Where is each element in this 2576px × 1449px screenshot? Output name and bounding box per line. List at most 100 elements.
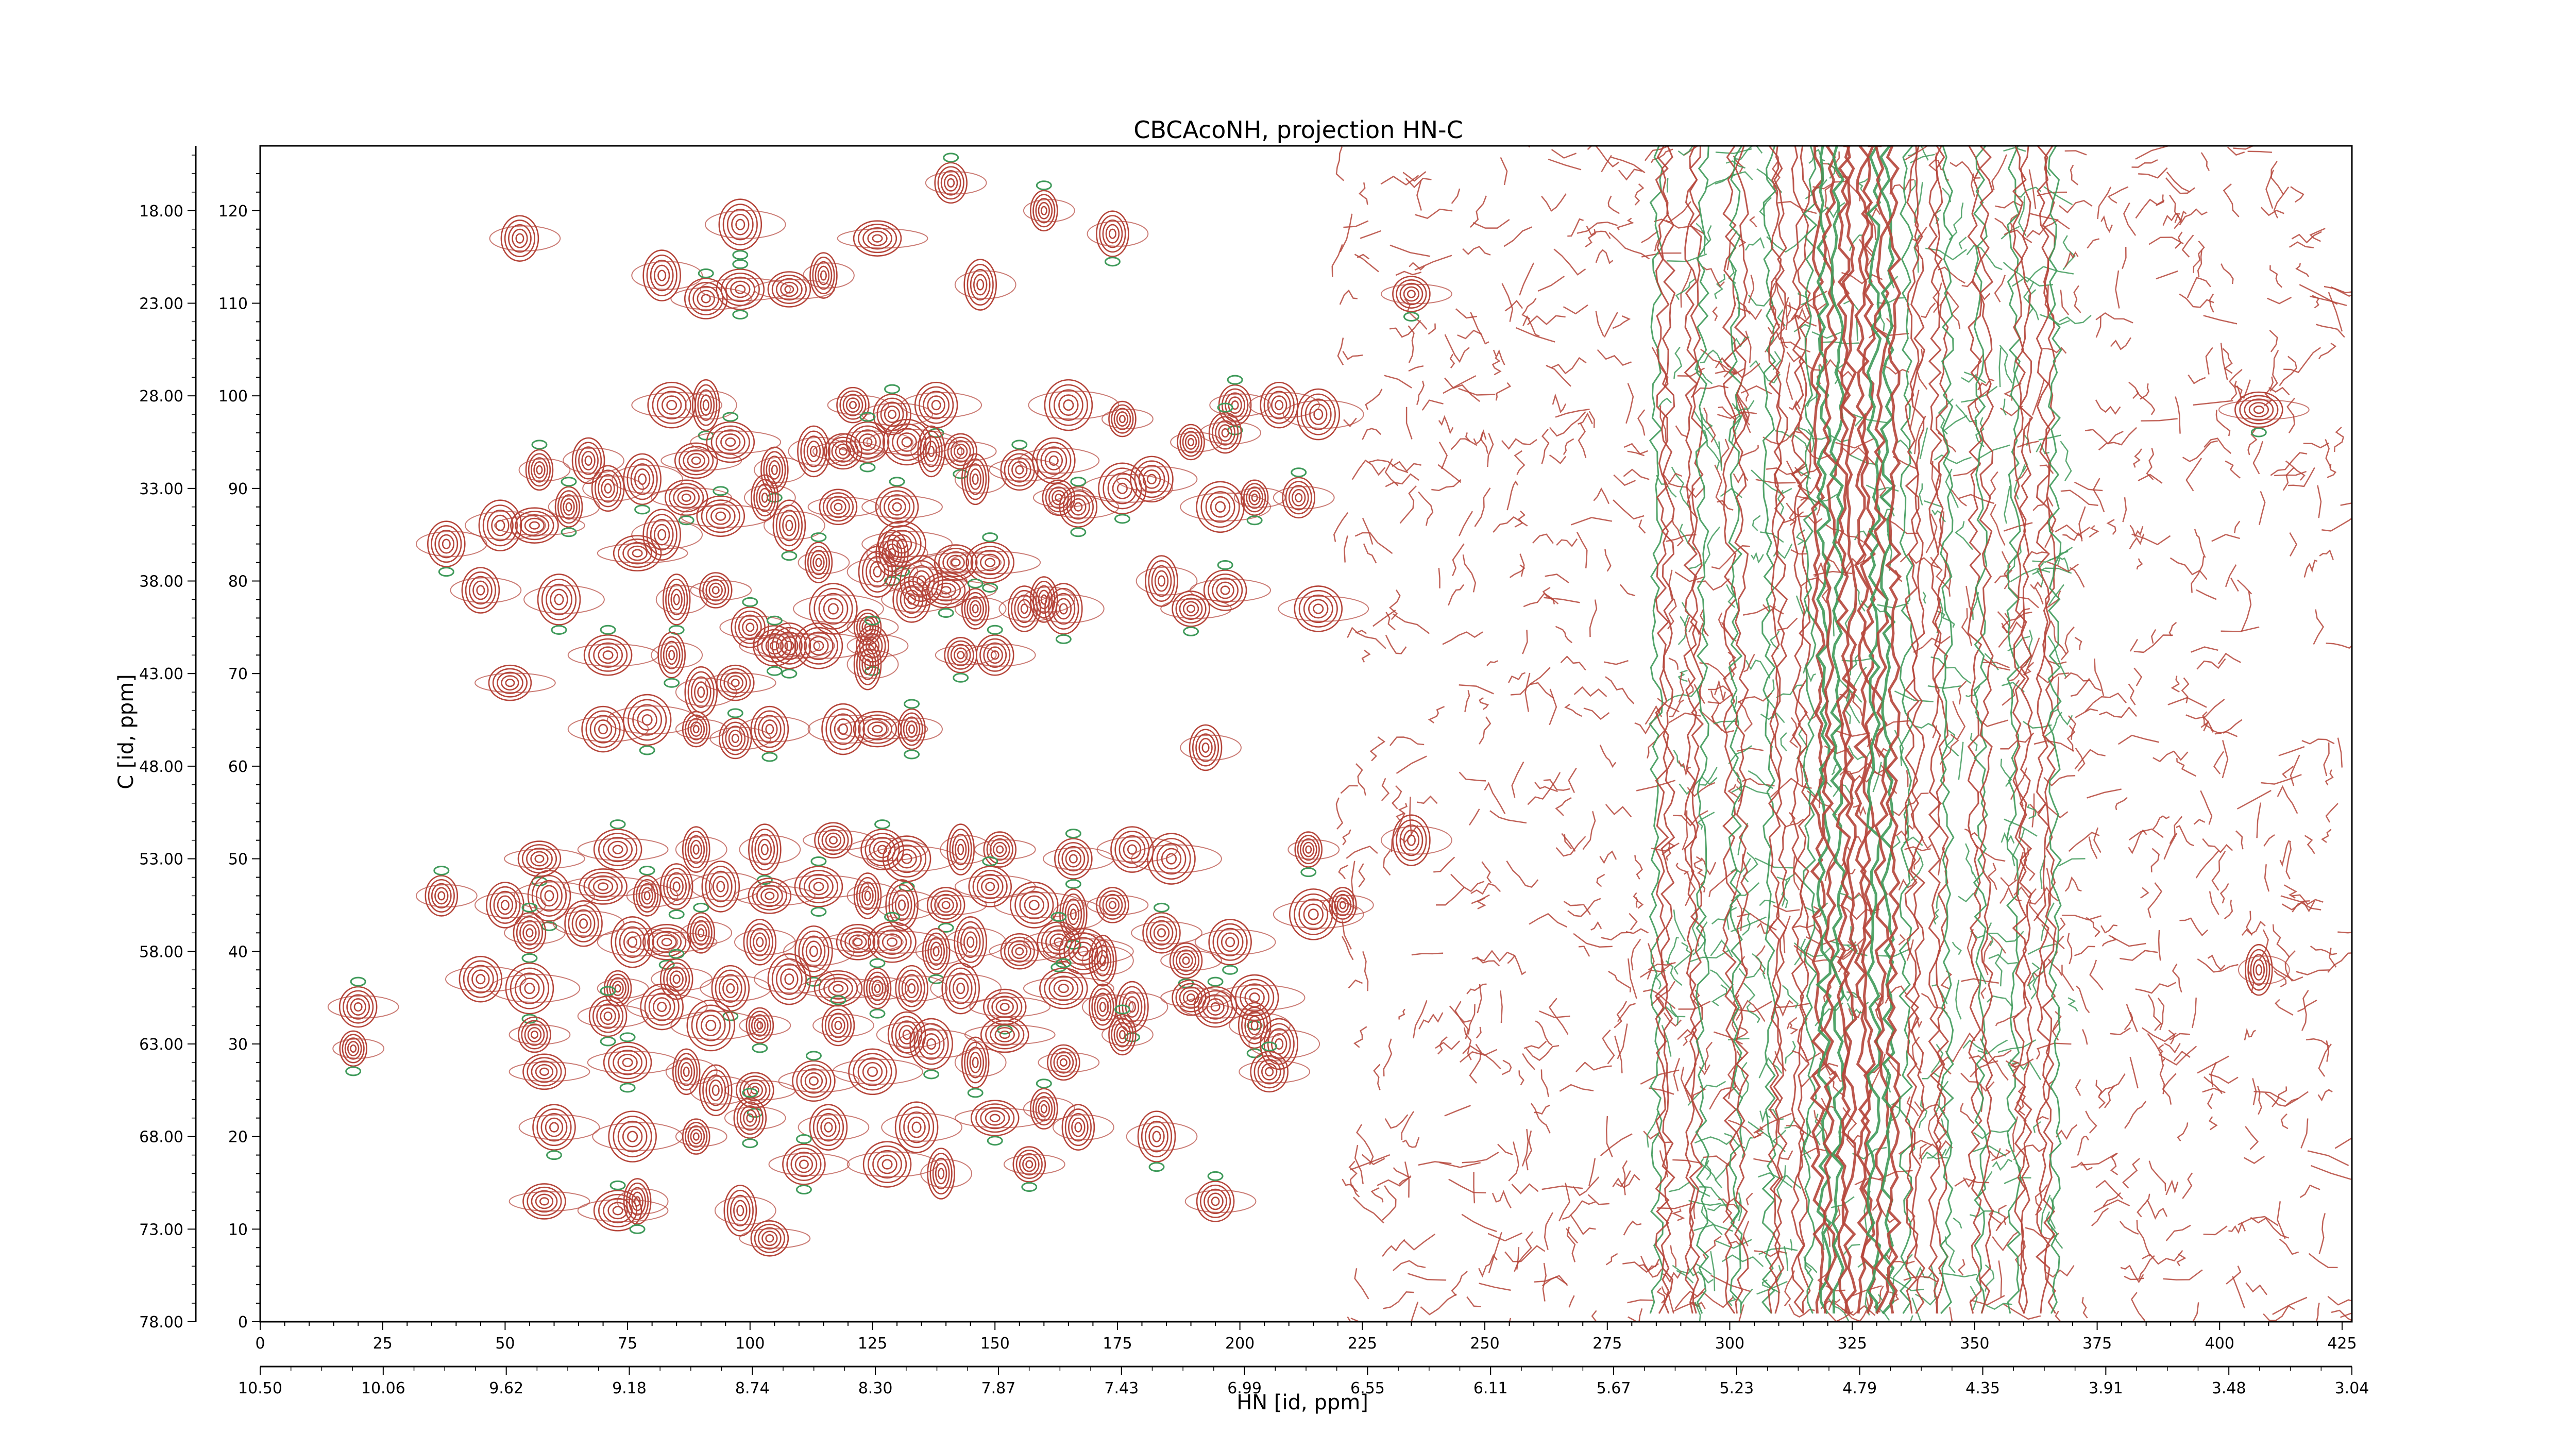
x-ppm-tick-label: 6.11	[1473, 1379, 1508, 1397]
peak-contour	[1282, 388, 1364, 441]
peak-contour	[920, 544, 1002, 581]
y-axis-ppm: 18.00 23.00 28.00 33.00 38.00 43.00 48.00 53.00…	[139, 146, 197, 1332]
peak-contour	[1170, 424, 1222, 461]
peak-contour	[954, 1100, 1046, 1146]
peak-contour	[1052, 1104, 1114, 1151]
x-index-tick-label: 425	[2327, 1335, 2357, 1353]
peak-contour	[651, 631, 703, 688]
y-ppm-tick-label: 63.00	[139, 1036, 183, 1054]
x-ppm-tick-label: 3.04	[2335, 1379, 2369, 1397]
x-ppm-tick-label: 8.30	[858, 1379, 893, 1397]
peak-contour	[1126, 1110, 1198, 1172]
x-ppm-tick-label: 10.06	[361, 1379, 405, 1397]
peak-contour	[1136, 555, 1198, 607]
peak-contour	[724, 1088, 786, 1149]
x-index-tick-label: 375	[2082, 1335, 2112, 1353]
peak-contour	[670, 999, 762, 1052]
chart-title: CBCAcoNH, projection HN-C	[1133, 116, 1463, 144]
peak-contour	[832, 412, 913, 473]
y-axis-label: C [id, ppm]	[114, 674, 138, 789]
peak-contour	[680, 486, 772, 537]
peak-contour	[788, 425, 850, 478]
peak-contour	[587, 1032, 679, 1093]
x-index-tick-label: 300	[1715, 1335, 1744, 1353]
y-index-tick-label: 40	[228, 943, 248, 961]
x-index-tick-label: 25	[373, 1335, 393, 1353]
y-index-tick-label: 80	[228, 573, 248, 591]
y-ppm-tick-label: 38.00	[139, 573, 183, 591]
x-index-tick-label: 175	[1103, 1335, 1132, 1353]
peak-contour	[563, 868, 654, 905]
peak-contour	[675, 1118, 727, 1155]
peak-contour	[332, 1030, 385, 1076]
peak-contour	[915, 887, 987, 933]
peak-contour	[450, 567, 522, 614]
x-ppm-tick-label: 9.62	[489, 1379, 523, 1397]
peak-contour	[1229, 1002, 1291, 1058]
peak-contour	[563, 437, 624, 484]
peak-contour	[846, 1141, 938, 1188]
x-ppm-tick-label: 6.55	[1350, 1379, 1385, 1397]
peak-contour	[1273, 467, 1335, 519]
x-ppm-tick-label: 9.18	[612, 1379, 647, 1397]
peak-contour	[577, 986, 649, 1047]
peak-contour	[876, 1011, 948, 1058]
y-ppm-tick-label: 48.00	[139, 758, 183, 776]
peak-contour	[846, 638, 899, 690]
peak-contour	[1096, 826, 1178, 873]
peak-contour	[1032, 583, 1105, 644]
x-ppm-tick-label: 3.91	[2089, 1379, 2123, 1397]
peak-contour	[1023, 958, 1114, 1009]
x-ppm-tick-label: 7.87	[981, 1379, 1016, 1397]
peak-contour	[920, 1148, 973, 1200]
peak-contour	[2218, 391, 2310, 437]
peak-contour	[964, 625, 1036, 676]
peak-contour	[1321, 887, 1374, 923]
plot-area	[327, 146, 2352, 1322]
peak-contour	[1233, 479, 1286, 526]
peak-contour	[1116, 456, 1198, 503]
peak-contour	[518, 440, 571, 491]
peak-contour	[846, 872, 899, 919]
peak-contour	[494, 507, 585, 544]
peak-contour	[768, 1134, 850, 1195]
peak-contour	[1180, 481, 1272, 533]
peak-contour	[655, 574, 708, 635]
peak-contour	[798, 1104, 870, 1151]
peak-contour	[1160, 591, 1232, 636]
x-ppm-tick-label: 5.67	[1597, 1379, 1631, 1397]
peak-contour	[739, 1007, 791, 1053]
peak-contour	[675, 711, 727, 748]
peak-contour	[1180, 976, 1261, 1028]
peak-contour	[675, 826, 727, 873]
x-axis-ppm: 10.50 10.06 9.62 9.18 8.74 8.30 7.87 7.43 6.99 6.…	[238, 1366, 2369, 1397]
peak-contour	[891, 699, 943, 760]
peak-contour	[954, 578, 1007, 630]
y-ppm-tick-label: 58.00	[139, 943, 183, 961]
peak-contour	[680, 902, 733, 954]
x-index-tick-label: 400	[2205, 1335, 2234, 1353]
x-ppm-tick-label: 8.74	[735, 1379, 770, 1397]
x-index-tick-label: 350	[1960, 1335, 1989, 1353]
peak-contour	[734, 878, 816, 914]
peak-contour	[739, 1220, 811, 1257]
peak-contour	[704, 198, 786, 260]
peak-contour	[509, 1016, 571, 1053]
peak-contour	[612, 453, 684, 515]
peak-contour	[989, 933, 1061, 970]
peak-contour	[734, 918, 796, 966]
peak-contour	[1038, 1044, 1100, 1081]
peak-contour	[807, 703, 889, 755]
peak-contour	[1047, 477, 1120, 537]
y-index-tick-label: 60	[228, 758, 248, 776]
peak-contour	[709, 708, 772, 760]
peak-contour	[1023, 1079, 1075, 1130]
peak-contour	[954, 453, 1007, 506]
peak-contour	[954, 259, 1016, 311]
peak-contour	[876, 879, 938, 931]
peak-contour	[504, 902, 566, 963]
peak-contour	[763, 499, 825, 561]
peak-contour	[465, 499, 546, 552]
